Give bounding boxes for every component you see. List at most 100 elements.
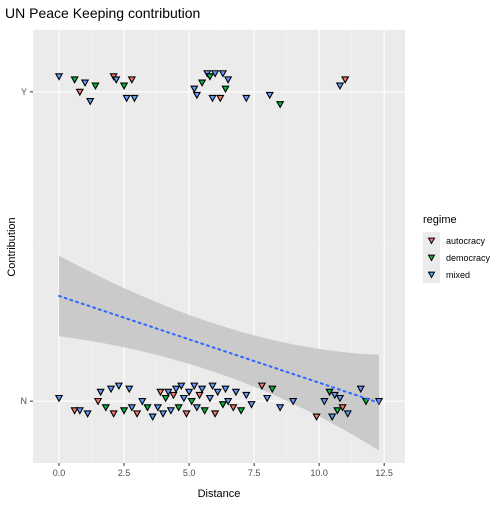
data-point-mixed: [184, 388, 194, 397]
data-point-mixed: [192, 404, 202, 412]
data-point-mixed: [223, 76, 233, 84]
trend-line-layer: [58, 294, 380, 404]
data-point-democracy: [200, 407, 209, 415]
data-point-mixed: [320, 398, 329, 406]
data-point-mixed: [242, 391, 251, 400]
data-point-mixed: [335, 82, 345, 91]
y-tick-label: N: [21, 396, 28, 406]
data-point-mixed: [208, 382, 217, 391]
data-point-mixed: [130, 94, 139, 103]
data-point-mixed: [192, 91, 202, 100]
data-point-democracy: [119, 407, 129, 415]
data-point-autocracy: [156, 388, 165, 397]
legend-label: mixed: [446, 270, 470, 280]
data-point-mixed: [138, 398, 147, 406]
chart-title: UN Peace Keeping contribution: [5, 5, 200, 21]
data-point-mixed: [208, 94, 217, 103]
data-point-democracy: [205, 73, 215, 81]
legend-marker-mixed: [427, 271, 436, 279]
data-point-democracy: [218, 401, 228, 409]
data-point-democracy: [70, 76, 79, 84]
data-point-autocracy: [216, 94, 225, 103]
confidence-band-layer: [59, 255, 379, 451]
data-point-mixed: [114, 382, 123, 391]
data-point-mixed: [218, 70, 228, 78]
data-point-mixed: [153, 404, 163, 412]
data-point-democracy: [268, 385, 277, 394]
data-point-mixed: [356, 385, 365, 394]
data-point-mixed: [127, 404, 136, 412]
data-point-mixed: [223, 398, 233, 406]
data-point-democracy: [333, 407, 342, 415]
data-point-mixed: [275, 404, 285, 412]
data-point-autocracy: [132, 410, 142, 418]
legend-label: democracy: [446, 253, 491, 263]
x-axis-label: Distance: [198, 488, 241, 500]
data-point-democracy: [187, 398, 196, 406]
data-point-autocracy: [210, 410, 220, 418]
x-tick-label: 7.5: [248, 468, 261, 478]
data-point-mixed: [265, 91, 274, 100]
data-point-mixed: [122, 94, 131, 103]
data-point-autocracy: [75, 88, 84, 97]
axes-layer: 0.0 2.5 5.0 7.5 10.0 12.5 N Y: [21, 87, 393, 478]
data-point-autocracy: [341, 76, 350, 84]
data-point-autocracy: [127, 76, 136, 84]
data-point-democracy: [197, 79, 207, 87]
data-point-mixed: [197, 385, 207, 394]
data-point-mixed: [171, 385, 181, 394]
x-tick-label: 10.0: [310, 468, 328, 478]
data-point-mixed: [54, 394, 64, 403]
data-point-autocracy: [312, 413, 321, 421]
data-point-mixed: [80, 79, 90, 87]
data-point-mixed: [231, 388, 241, 397]
legend: regime autocracy democracy mixed: [423, 214, 491, 283]
data-point-autocracy: [169, 391, 178, 400]
data-point-mixed: [177, 382, 186, 391]
data-point-democracy: [275, 101, 285, 109]
data-point-autocracy: [338, 404, 347, 412]
data-point-autocracy: [195, 391, 204, 400]
confidence-band: [59, 255, 379, 451]
data-point-mixed: [190, 85, 199, 94]
data-point-mixed: [262, 394, 272, 403]
data-point-mixed: [335, 394, 345, 403]
data-point-mixed: [205, 394, 215, 403]
data-point-mixed: [106, 385, 116, 394]
data-point-mixed: [96, 388, 105, 397]
data-point-autocracy: [229, 404, 238, 412]
data-point-mixed: [112, 76, 121, 84]
data-point-mixed: [125, 385, 134, 394]
x-tick-label: 2.5: [118, 468, 131, 478]
x-tick-label: 0.0: [53, 468, 66, 478]
data-point-mixed: [289, 398, 298, 406]
points-layer: [54, 70, 384, 421]
data-point-mixed: [179, 394, 189, 403]
data-point-democracy: [221, 85, 230, 94]
data-point-mixed: [328, 413, 337, 421]
data-point-mixed: [343, 410, 352, 418]
data-point-mixed: [83, 410, 92, 418]
x-tick-label: 12.5: [375, 468, 393, 478]
legend-marker-democracy: [427, 254, 436, 262]
data-point-democracy: [161, 394, 170, 403]
data-point-mixed: [54, 73, 64, 81]
x-tick-label: 5.0: [183, 468, 196, 478]
data-point-autocracy: [93, 398, 103, 406]
data-point-democracy: [119, 82, 129, 91]
data-point-autocracy: [70, 407, 79, 415]
data-point-democracy: [236, 407, 246, 415]
data-point-autocracy: [257, 382, 267, 391]
data-point-mixed: [213, 388, 222, 397]
data-point-mixed: [190, 382, 199, 391]
y-axis-label: Contribution: [6, 217, 18, 276]
data-point-mixed: [75, 407, 84, 415]
legend-marker-autocracy: [427, 237, 436, 245]
data-point-autocracy: [182, 410, 191, 418]
data-point-democracy: [91, 82, 100, 91]
data-point-mixed: [86, 98, 95, 106]
data-point-mixed: [166, 407, 176, 415]
data-point-democracy: [143, 404, 152, 412]
